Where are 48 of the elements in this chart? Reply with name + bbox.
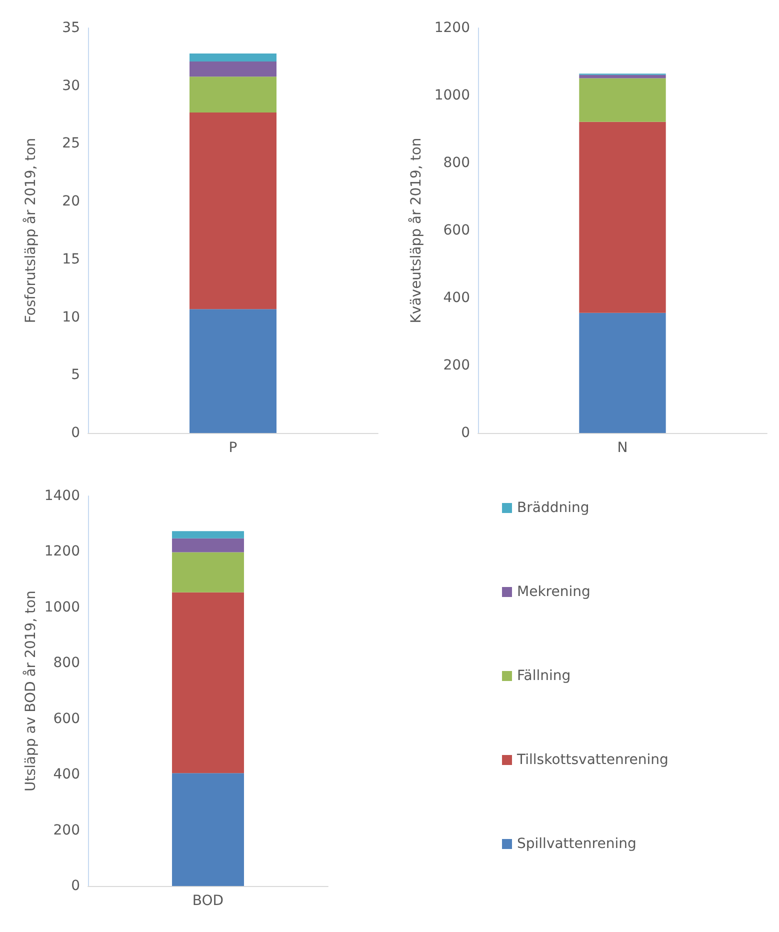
bar xyxy=(172,552,244,592)
y-tick-label: 1000 xyxy=(44,599,80,616)
y-tick-label: 600 xyxy=(443,222,470,238)
y-tick-label: 800 xyxy=(443,155,470,171)
y-tick-label: 0 xyxy=(71,425,80,441)
y-axis-title: Kväveutsläpp år 2019, ton xyxy=(407,138,424,324)
y-tick-label: 1000 xyxy=(434,88,470,104)
bar xyxy=(190,309,276,433)
y-tick-label: 800 xyxy=(53,655,80,672)
y-tick-label: 5 xyxy=(71,367,80,384)
bar xyxy=(190,53,276,62)
bar xyxy=(579,78,666,122)
bar xyxy=(190,62,276,77)
y-tick-label: 0 xyxy=(461,425,470,441)
legend-label: Tillskottsvattenrening xyxy=(516,752,668,768)
y-tick-label: 35 xyxy=(62,20,80,36)
y-tick-label: 400 xyxy=(53,766,80,783)
bar xyxy=(579,312,666,433)
y-tick-label: 20 xyxy=(62,194,80,210)
y-tick-label: 1200 xyxy=(44,544,80,560)
x-tick-label: N xyxy=(617,440,628,456)
bar xyxy=(172,538,244,552)
y-tick-label: 10 xyxy=(62,309,80,326)
bar xyxy=(172,531,244,538)
legend-label: Fällning xyxy=(517,668,571,684)
y-tick-label: 400 xyxy=(443,290,470,306)
y-tick-label: 1400 xyxy=(44,488,80,504)
legend-label: Spillvattenrening xyxy=(517,836,636,852)
bar xyxy=(172,592,244,774)
bar xyxy=(190,112,276,310)
bar xyxy=(579,122,666,313)
legend-label: Mekrening xyxy=(517,584,590,600)
bar xyxy=(190,76,276,112)
y-tick-label: 15 xyxy=(62,251,80,268)
x-tick-label: P xyxy=(228,440,238,456)
y-tick-label: 600 xyxy=(53,710,80,727)
legend-label: Bräddning xyxy=(517,500,590,516)
y-tick-label: 30 xyxy=(62,78,80,94)
y-tick-label: 1200 xyxy=(434,20,470,36)
x-tick-label: BOD xyxy=(192,893,224,909)
y-tick-label: 25 xyxy=(62,136,80,152)
y-tick-label: 200 xyxy=(53,822,80,838)
y-axis-title: Utsläpp av BOD år 2019, ton xyxy=(22,590,39,792)
bar xyxy=(579,74,666,78)
y-axis-title: Fosforutsläpp år 2019, ton xyxy=(22,138,39,324)
y-tick-label: 200 xyxy=(443,358,470,374)
y-tick-label: 0 xyxy=(71,878,80,894)
bar xyxy=(172,773,244,886)
